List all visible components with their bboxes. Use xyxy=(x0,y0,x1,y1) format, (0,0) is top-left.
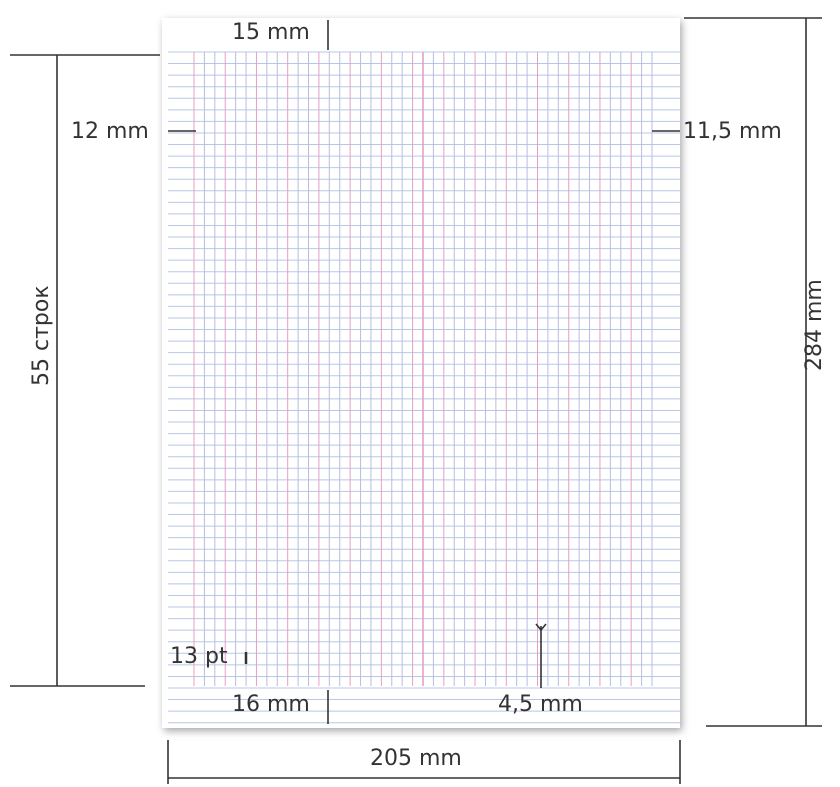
bottom-margin-label: 16 mm xyxy=(232,692,310,717)
column-spacing-label: 4,5 mm xyxy=(498,692,583,717)
rows-label: 55 строк xyxy=(29,285,54,386)
column-spacing-tick xyxy=(535,623,547,632)
ruled-grid xyxy=(168,51,680,724)
height-label: 284 mm xyxy=(802,279,827,371)
left-margin-label: 12 mm xyxy=(71,119,149,144)
right-margin-label: 11,5 mm xyxy=(683,119,782,144)
line-spacing-label: 13 pt xyxy=(170,644,228,669)
width-label: 205 mm xyxy=(370,746,462,771)
paper-sheet xyxy=(162,18,680,728)
top-margin-label: 15 mm xyxy=(232,20,310,45)
